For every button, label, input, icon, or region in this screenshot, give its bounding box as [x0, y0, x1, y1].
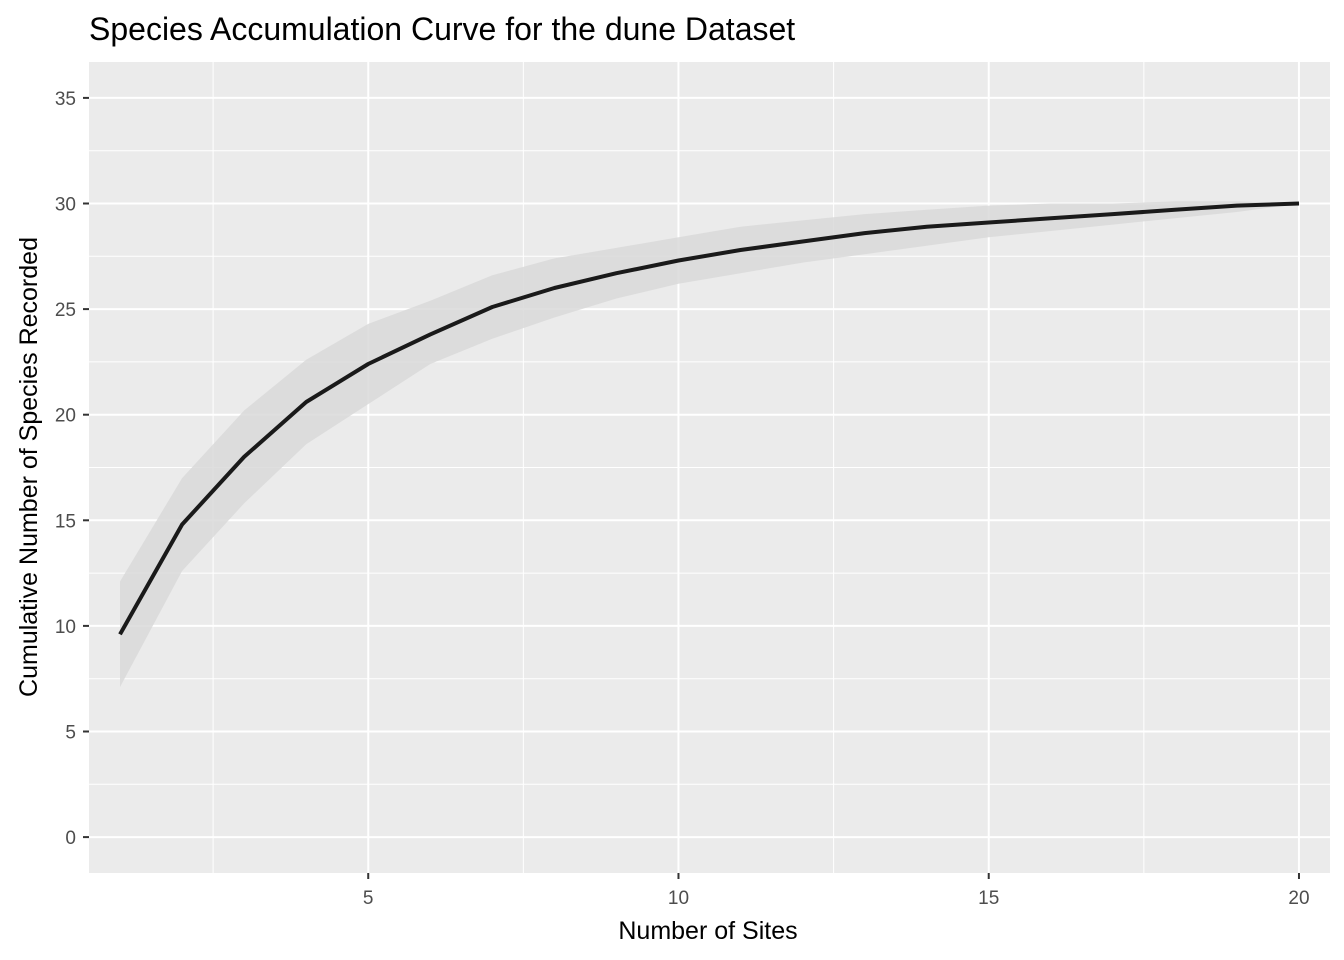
y-axis: 0 5 10 15 20 25 30 35: [55, 89, 89, 849]
confidence-band-layer: [120, 201, 1299, 688]
y-axis-title: Cumulative Number of Species Recorded: [15, 237, 43, 697]
x-axis: 5 10 15 20: [363, 873, 1310, 909]
y-tick-label: 5: [65, 722, 76, 743]
y-tick-label: 15: [55, 511, 76, 532]
x-tick-label: 20: [1288, 888, 1309, 909]
y-tick-label: 20: [55, 406, 76, 427]
accumulation-line-layer: [118, 201, 1300, 636]
y-tick-label: 10: [55, 617, 76, 638]
x-tick-label: 15: [978, 888, 999, 909]
x-tick-label: 5: [363, 888, 374, 909]
y-tick-label: 35: [55, 89, 76, 110]
y-tick-label: 25: [55, 300, 76, 321]
confidence-band: [120, 201, 1299, 688]
y-tick-label: 0: [65, 828, 76, 849]
x-axis-title: Number of Sites: [618, 917, 797, 945]
chart-title: Species Accumulation Curve for the dune …: [89, 11, 795, 47]
y-tick-label: 30: [55, 195, 76, 216]
major-gridlines: [89, 62, 1330, 873]
accumulation-line: [118, 201, 1300, 636]
x-tick-label: 10: [668, 888, 689, 909]
